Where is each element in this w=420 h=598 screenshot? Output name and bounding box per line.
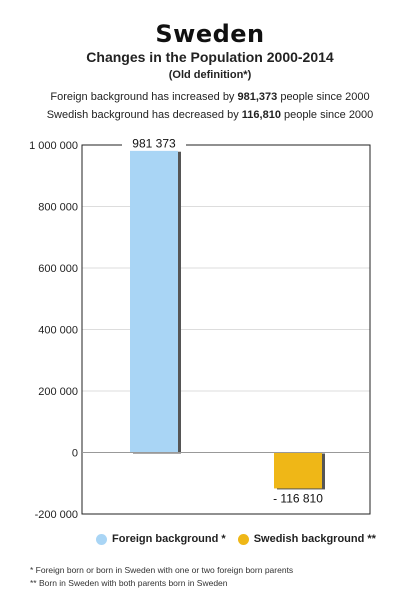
data-label: - 116 810: [273, 491, 323, 505]
foreign-change-prefix: Foreign background has increased by: [50, 91, 238, 103]
y-tick-label: 400 000: [38, 325, 78, 337]
y-tick-label: -200 000: [35, 509, 78, 521]
legend-label-swedish: Swedish background **: [253, 533, 376, 545]
y-tick-label: 0: [72, 448, 78, 460]
y-tick-label: 200 000: [38, 386, 78, 398]
bar: [130, 150, 178, 453]
y-tick-label: 600 000: [38, 263, 78, 275]
legend-swatch-foreign: [96, 533, 107, 545]
y-tick-label: 800 000: [38, 202, 78, 214]
data-label: 981 373: [132, 137, 176, 151]
footnote-swedish: ** Born in Sweden with both parents born…: [30, 578, 228, 588]
bar: [274, 452, 322, 489]
definition-note: (Old definition*): [168, 69, 252, 81]
legend-swatch-swedish: [237, 533, 249, 545]
legend-label-foreign: Foreign background *: [112, 533, 226, 545]
foreign-change-statement: Foreign background has increased by 981,…: [0, 91, 420, 103]
plot-frame: [81, 144, 371, 515]
swedish-change-statement: Swedish background has decreased by 116,…: [0, 109, 420, 121]
chart-title: Sweden: [155, 20, 265, 48]
foreign-change-suffix: people since 2000: [277, 91, 370, 103]
swedish-change-value: 116,810: [241, 109, 281, 121]
swedish-change-prefix: Swedish background has decreased by: [46, 109, 242, 121]
y-tick-label: 1 000 000: [29, 140, 78, 152]
swedish-change-suffix: people since 2000: [280, 109, 374, 121]
legend-item-foreign[interactable]: Foreign background *: [96, 533, 226, 545]
foreign-change-value: 981,373: [237, 91, 278, 103]
data-label-background: [122, 136, 186, 151]
legend-item-swedish[interactable]: Swedish background **: [237, 533, 376, 545]
chart-legend: Foreign background * Swedish background …: [96, 533, 388, 545]
chart-subtitle: Changes in the Population 2000-2014: [86, 49, 334, 65]
footnote-foreign: * Foreign born or born in Sweden with on…: [30, 565, 294, 575]
